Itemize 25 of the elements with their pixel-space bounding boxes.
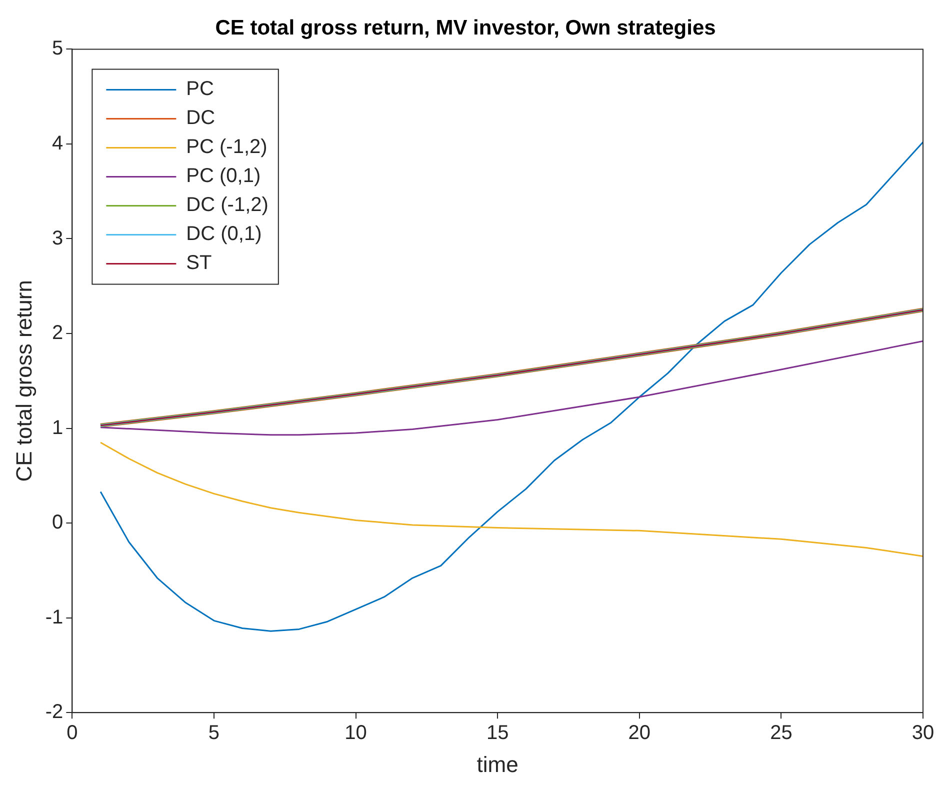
y-tick-label: -2 [45,701,64,724]
y-tick-label: 0 [52,512,64,534]
x-tick-label: 10 [344,722,367,744]
x-axis-title: time [476,752,518,777]
x-tick-label: 25 [770,722,792,744]
y-tick-label: 1 [52,416,64,439]
chart-title: CE total gross return, MV investor, Own strategies [215,16,716,40]
legend-label: PC (-1,2) [186,136,268,158]
y-tick-label: 4 [52,132,64,154]
legend-label: ST [186,252,212,274]
legend-label: PC (0,1) [186,165,261,188]
x-tick-label: 15 [486,722,509,744]
y-tick-label: 3 [52,227,64,250]
y-tick-label: -1 [45,606,64,628]
x-tick-label: 20 [628,722,651,744]
y-axis-title: CE total gross return [11,280,36,482]
x-tick-label: 0 [66,722,78,744]
legend-label: PC [186,78,214,100]
x-tick-label: 5 [208,722,220,744]
y-tick-label: 5 [52,38,64,60]
y-tick-label: 2 [52,322,64,344]
legend-label: DC (0,1) [186,223,262,246]
x-tick-label: 30 [912,722,934,744]
legend-label: DC [186,107,216,130]
legend-label: DC (-1,2) [186,194,268,216]
